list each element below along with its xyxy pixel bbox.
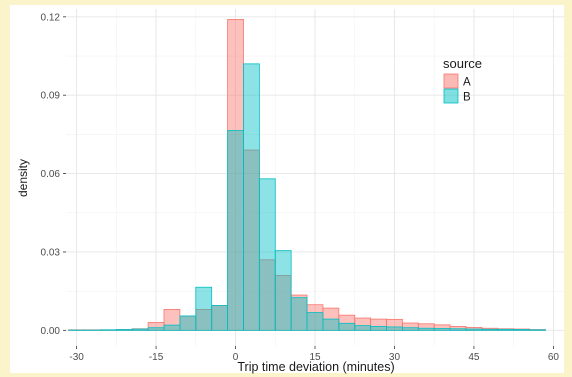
bar-b (465, 328, 483, 331)
bar-b (115, 329, 133, 331)
bar-b (131, 328, 149, 331)
bar-b (100, 329, 117, 331)
bar-b (449, 328, 467, 331)
bar-b (402, 327, 419, 331)
y-tick-label: 0.09 (41, 91, 61, 102)
x-tick-label: -15 (149, 352, 164, 363)
legend-title: source (443, 56, 482, 71)
legend-label-b: B (463, 92, 471, 104)
bar-b (243, 63, 260, 331)
x-tick-label: 45 (468, 352, 480, 363)
bar-b (179, 315, 197, 331)
bar-b (290, 297, 308, 331)
x-tick-label: 0 (233, 352, 239, 363)
legend-label-a: A (463, 77, 471, 89)
y-tick-label: 0.00 (41, 326, 61, 337)
bar-b (227, 130, 244, 331)
bar-b (258, 178, 276, 331)
legend-swatch-a (443, 73, 459, 89)
x-tick-label: 60 (548, 352, 560, 363)
y-axis: 0.00 0.03 0.06 0.09 0.12 (41, 12, 66, 337)
legend-swatch-b (443, 88, 459, 104)
bar-b (370, 326, 387, 331)
bar-b (417, 327, 435, 331)
bar-b (306, 312, 324, 331)
bar-b (513, 329, 530, 331)
bar-b (147, 327, 165, 331)
bar-b (386, 326, 403, 331)
plot-panel-background (10, 5, 564, 373)
y-tick-label: 0.03 (41, 247, 61, 258)
bar-b (322, 318, 340, 331)
bar-b (163, 324, 181, 331)
x-axis-label: Trip time deviation (minutes) (237, 360, 394, 374)
bar-b (529, 329, 546, 331)
bar-b (354, 325, 372, 331)
series-a-bars (68, 19, 546, 331)
y-tick-label: 0.12 (41, 12, 61, 23)
bar-b (195, 286, 213, 331)
x-tick-label: -30 (69, 352, 84, 363)
series-b-bars (68, 63, 546, 331)
bar-b (274, 250, 292, 331)
bar-b (211, 305, 228, 331)
x-tick-label: 30 (389, 352, 401, 363)
bar-b (481, 328, 499, 331)
x-tick-label: 15 (309, 352, 321, 363)
bar-b (433, 328, 451, 331)
y-tick-label: 0.06 (41, 169, 61, 180)
gridlines (66, 9, 564, 346)
bar-b (497, 328, 515, 331)
legend: source A B (443, 56, 482, 104)
bar-b (338, 322, 356, 331)
y-axis-label: density (16, 159, 30, 197)
x-axis: -30 -15 0 15 30 45 60 (69, 346, 559, 363)
